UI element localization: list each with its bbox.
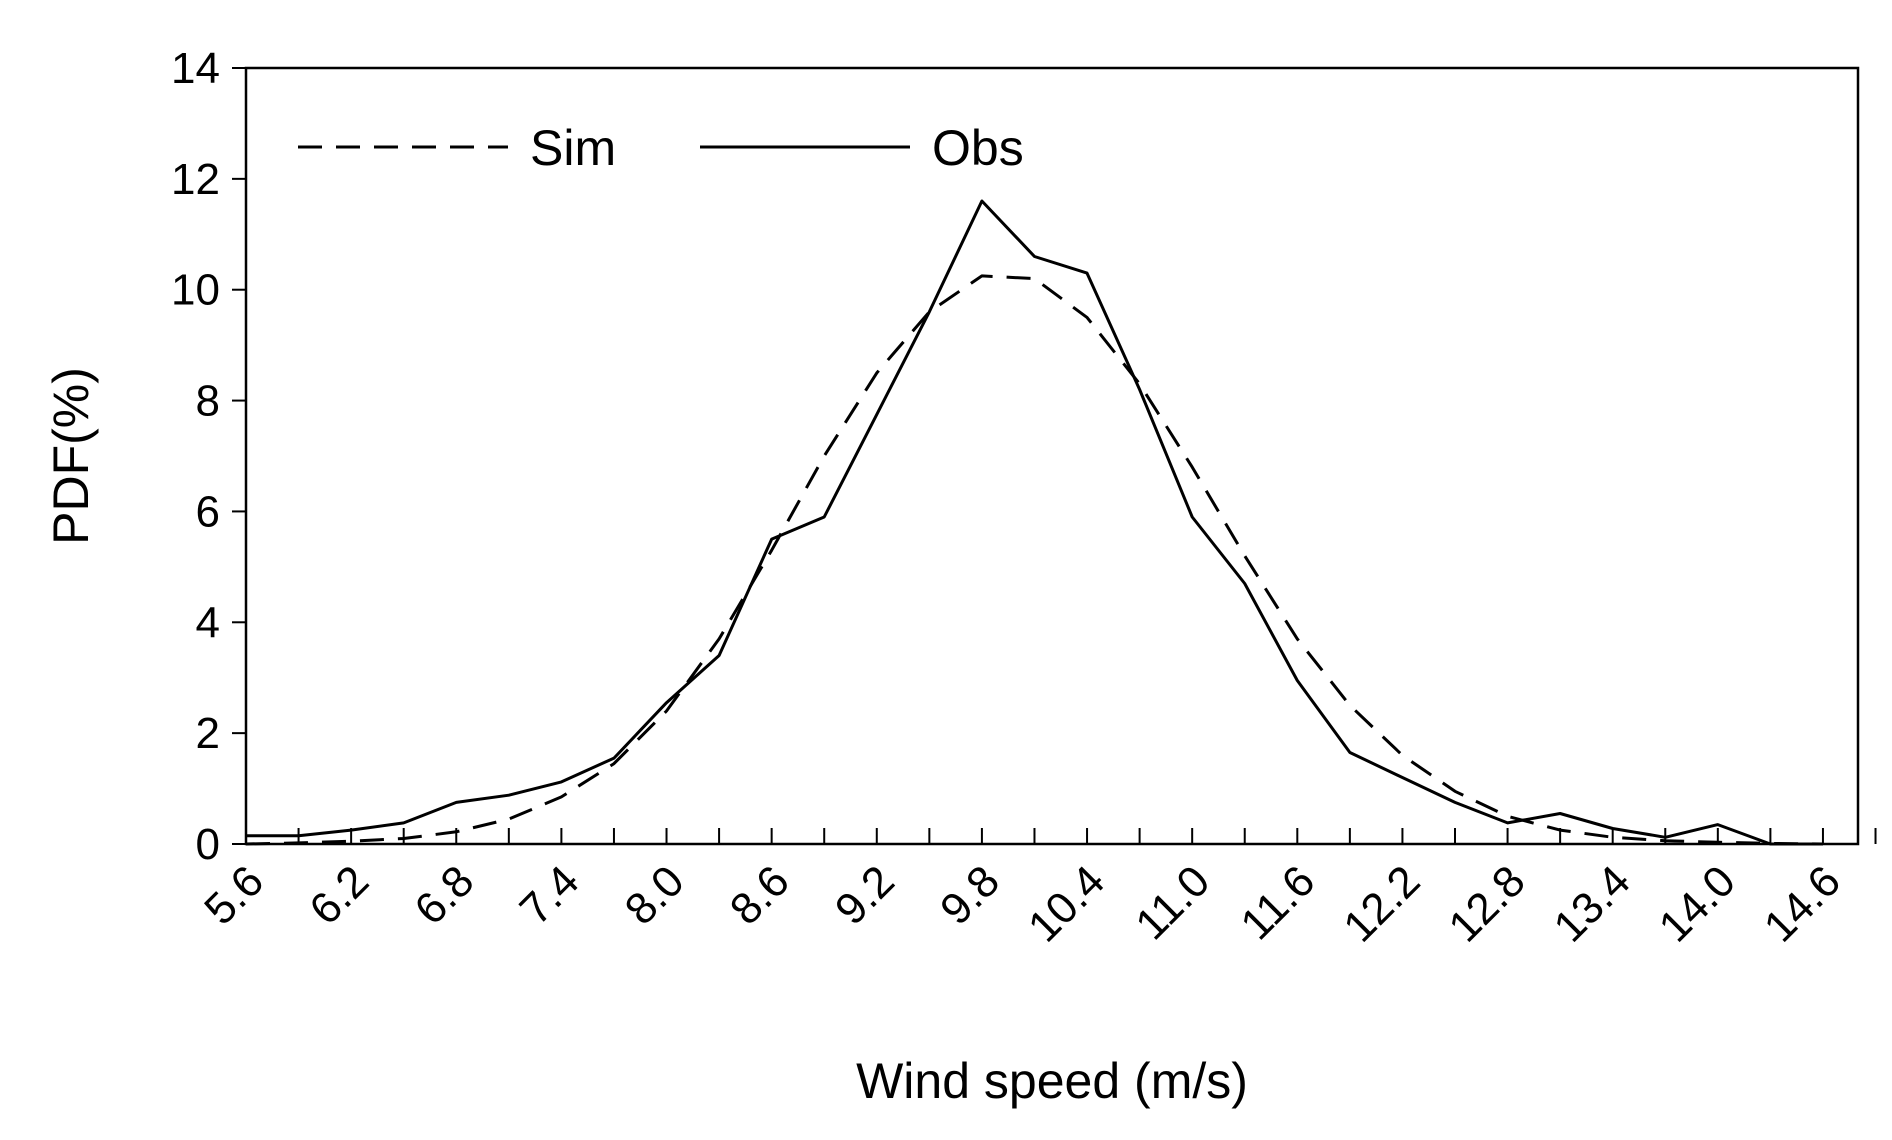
legend: Sim Obs: [298, 120, 1024, 176]
x-tick-label: 14.6: [1755, 856, 1850, 951]
y-tick-label: 8: [196, 377, 220, 426]
x-tick-label: 12.8: [1439, 856, 1534, 951]
y-axis-title: PDF(%): [43, 367, 99, 545]
plot-area: [244, 66, 1860, 846]
x-tick-label: 13.4: [1545, 856, 1640, 951]
x-tick-label: 6.2: [300, 856, 378, 934]
legend-label-obs: Obs: [932, 120, 1024, 176]
y-tick-label: 6: [196, 487, 220, 536]
x-tick-label: 12.2: [1334, 856, 1429, 951]
series-layer: [245, 199, 1824, 846]
x-tick-label: 9.2: [826, 856, 904, 934]
y-axis-ticks: [232, 67, 246, 845]
x-tick-label: 11.0: [1126, 856, 1219, 949]
y-tick-label: 4: [196, 598, 220, 647]
x-tick-label: 8.6: [721, 856, 799, 934]
x-tick-label: 6.8: [405, 856, 483, 934]
x-tick-label: 7.4: [511, 856, 589, 934]
series-line-obs: [246, 199, 1823, 846]
y-tick-label: 10: [171, 266, 220, 315]
x-axis-ticks: [245, 828, 1877, 844]
x-tick-label: 8.0: [616, 856, 694, 934]
x-axis-title: Wind speed (m/s): [856, 1053, 1248, 1109]
x-tick-label: 14.0: [1650, 856, 1745, 951]
x-tick-label: 10.4: [1019, 856, 1114, 951]
y-tick-label: 12: [171, 155, 220, 204]
x-tick-label: 9.8: [931, 856, 1009, 934]
y-tick-label: 2: [196, 709, 220, 758]
x-tick-label: 11.6: [1231, 856, 1324, 949]
legend-label-sim: Sim: [530, 120, 616, 176]
y-tick-label: 0: [196, 820, 220, 869]
y-tick-label: 14: [171, 44, 220, 93]
x-axis-tick-labels: 5.6 6.2 6.8 7.4 8.0 8.6 9.2 9.8 10.4 11.0 11.6 12.2…: [195, 856, 1850, 951]
y-axis-tick-labels: 0 2 4 6 8 10 12 14: [171, 44, 220, 869]
series-line-sim: [245, 274, 1824, 846]
